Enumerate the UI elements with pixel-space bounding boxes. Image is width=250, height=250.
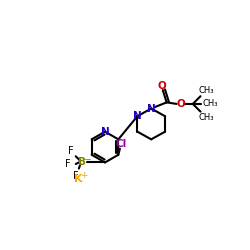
Text: CH₃: CH₃ — [198, 112, 214, 122]
Text: O: O — [176, 99, 185, 109]
Text: N: N — [133, 111, 142, 121]
Text: CH₃: CH₃ — [198, 86, 214, 95]
Text: F: F — [73, 171, 78, 181]
Text: CH₃: CH₃ — [203, 100, 218, 108]
Text: B: B — [78, 158, 86, 168]
Text: O: O — [158, 81, 166, 91]
Text: N: N — [147, 104, 156, 114]
Text: Cl: Cl — [115, 139, 126, 149]
Text: +: + — [80, 171, 87, 180]
Text: F: F — [68, 146, 73, 156]
Text: N: N — [101, 128, 110, 138]
Text: F: F — [65, 159, 71, 169]
Text: −: − — [83, 154, 90, 163]
Text: K: K — [74, 174, 82, 184]
